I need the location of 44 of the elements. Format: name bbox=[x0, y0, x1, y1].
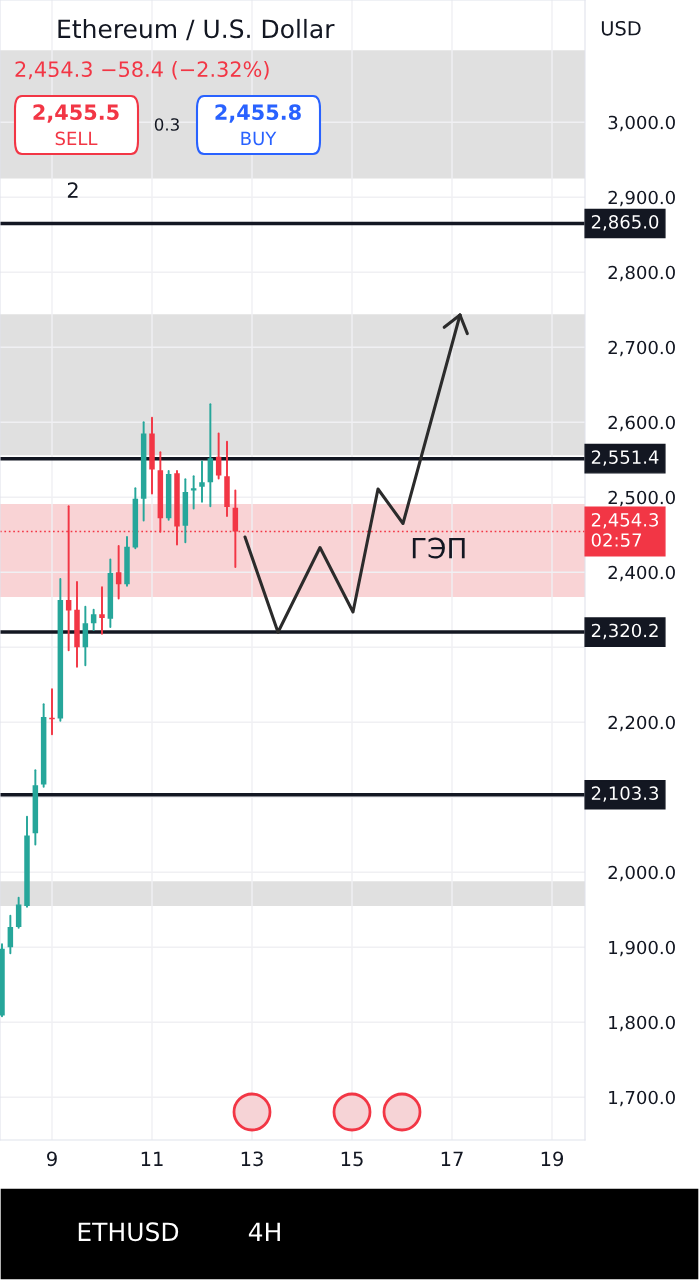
ref-line-label: 2,454.3 02:57 bbox=[591, 513, 659, 547]
y-tick-label: 2,900.0 bbox=[608, 190, 675, 207]
candlestick bbox=[115, 545, 122, 600]
ref-line-label: 2,103.3 bbox=[591, 786, 659, 802]
annotation: 2 bbox=[67, 182, 78, 198]
y-tick-label: 1,900.0 bbox=[609, 940, 675, 957]
candlestick bbox=[82, 605, 89, 667]
ref-line-label: 2,551.4 bbox=[591, 450, 659, 466]
text: 2,454.3 −58.4 (−2.32%) bbox=[15, 60, 269, 80]
candlestick bbox=[207, 403, 214, 508]
x-tick-label: 13 bbox=[241, 1151, 263, 1167]
annotation: 0.3 bbox=[154, 118, 179, 131]
x-tick-label: 19 bbox=[541, 1151, 563, 1167]
x-tick-label: 9 bbox=[47, 1151, 57, 1167]
y-tick-label: 2,600.0 bbox=[608, 415, 675, 432]
annotation: SELL bbox=[55, 131, 98, 146]
candlestick bbox=[99, 586, 105, 635]
candlestick bbox=[90, 608, 97, 631]
y-tick-label: 3,000.0 bbox=[608, 115, 675, 132]
y-tick-label: 1,800.0 bbox=[609, 1015, 675, 1032]
annotation: 2,455.5 bbox=[33, 104, 119, 123]
y-tick-label: 2,200.0 bbox=[608, 715, 675, 732]
annotation: 2,455.8 bbox=[215, 104, 301, 123]
text: ETHUSD bbox=[78, 1222, 179, 1242]
y-tick-label: 2,400.0 bbox=[608, 565, 675, 582]
text: Ethereum / U.S. Dollar bbox=[58, 18, 335, 41]
ref-line-label: 2,320.2 bbox=[591, 623, 658, 640]
candlestick bbox=[7, 914, 14, 955]
y-tick-label: 2,000.0 bbox=[608, 865, 675, 882]
y-tick-label: 2,500.0 bbox=[608, 490, 675, 507]
x-tick-label: 17 bbox=[441, 1151, 463, 1166]
band-label: ГЭП bbox=[412, 537, 465, 559]
x-tick-label: 15 bbox=[341, 1151, 363, 1167]
y-tick-label: 1,700.0 bbox=[609, 1090, 675, 1107]
candlestick bbox=[190, 475, 197, 510]
y-tick-label: 2,800.0 bbox=[608, 265, 675, 282]
candlestick bbox=[199, 460, 205, 503]
text: USD bbox=[601, 20, 641, 36]
y-tick-label: 2,700.0 bbox=[608, 340, 675, 357]
text: 4H bbox=[248, 1222, 280, 1241]
candlestick bbox=[15, 896, 22, 929]
x-tick-label: 11 bbox=[141, 1151, 163, 1166]
ref-line-label: 2,865.0 bbox=[591, 215, 659, 231]
annotation: BUY bbox=[241, 131, 277, 146]
